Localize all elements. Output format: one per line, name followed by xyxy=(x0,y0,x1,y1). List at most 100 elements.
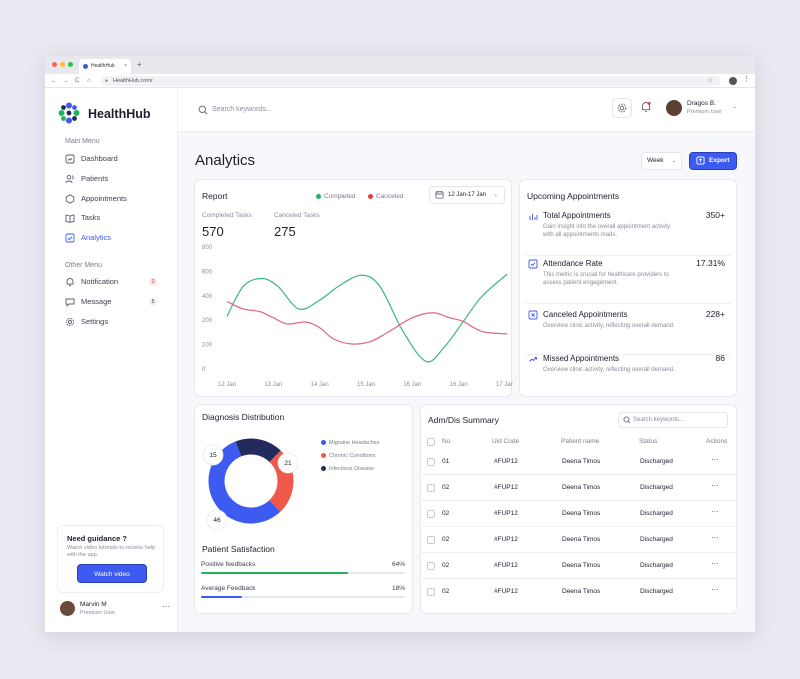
book-icon xyxy=(65,214,75,223)
date-range-select[interactable]: 12 Jan-17 Jan ⌄ xyxy=(429,186,505,204)
satisfaction-title: Patient Satisfaction xyxy=(202,544,275,554)
topbar: Search keywords... Dragos B. Premium Use… xyxy=(178,88,755,132)
sidebar-item-label: Notification xyxy=(81,277,119,286)
row-actions-icon[interactable]: ··· xyxy=(711,559,719,568)
new-tab-icon[interactable]: + xyxy=(137,60,142,69)
upcoming-title: Upcoming Appointments xyxy=(527,191,620,201)
x-tick-label: 15 Jan xyxy=(357,382,375,388)
donut-slice-infectious xyxy=(235,438,281,463)
dashboard-icon xyxy=(65,154,75,164)
minimize-window-dot[interactable] xyxy=(60,62,65,67)
watch-video-button[interactable]: Watch video xyxy=(77,564,147,583)
sidebar-item-notification[interactable]: Notification 3 xyxy=(65,275,165,289)
y-tick-label: 100 xyxy=(202,343,213,349)
admdis-card: Adm/Dis Summary Search keywords... No Ui… xyxy=(420,404,737,614)
sidebar-item-label: Settings xyxy=(81,317,109,326)
bookmark-star-icon[interactable]: ☆ xyxy=(707,78,713,84)
notifications-button[interactable] xyxy=(637,98,657,118)
hexagon-icon xyxy=(65,194,75,204)
cell-no: 02 xyxy=(442,536,450,543)
row-checkbox[interactable] xyxy=(427,510,435,518)
user-role: Premium User xyxy=(80,610,116,616)
select-all-checkbox[interactable] xyxy=(427,438,435,446)
sidebar-item-label: Patients xyxy=(81,174,109,183)
period-select[interactable]: Week ⌄ xyxy=(641,152,682,170)
row-actions-icon[interactable]: ··· xyxy=(711,533,719,542)
search-input[interactable]: Search keywords... xyxy=(198,102,458,118)
browser-profile-avatar[interactable] xyxy=(729,77,737,85)
row-checkbox[interactable] xyxy=(427,484,435,492)
sidebar-item-message[interactable]: Message 5 xyxy=(65,295,165,309)
sidebar-item-tasks[interactable]: Tasks xyxy=(65,211,165,225)
browser-window: HealthHub × + ← → C ⌂ ● HealthHub.com/ ☆… xyxy=(45,56,755,632)
calendar-icon xyxy=(435,190,444,199)
average-feedback-bar xyxy=(201,596,405,598)
table-search-input[interactable]: Search keywords... xyxy=(618,412,728,428)
bell-icon xyxy=(641,101,651,112)
positive-feedback-bar xyxy=(201,572,405,574)
sidebar-item-appointments[interactable]: Appointments xyxy=(65,192,165,206)
row-actions-icon[interactable]: ··· xyxy=(711,507,719,516)
table-row[interactable]: 02 #FUP12 Deena Timos Discharged ··· xyxy=(421,579,736,605)
close-window-dot[interactable] xyxy=(52,62,57,67)
row-checkbox[interactable] xyxy=(427,458,435,466)
users-icon xyxy=(65,174,74,184)
sidebar-item-label: Message xyxy=(81,297,112,306)
sidebar-item-analytics[interactable]: Analytics xyxy=(65,231,165,245)
avatar xyxy=(60,601,75,616)
export-button[interactable]: Export xyxy=(689,152,737,170)
check-square-icon xyxy=(528,259,538,269)
cell-patient-name: Deena Timos xyxy=(562,510,601,517)
legend-migraine: Migraine Headaches xyxy=(321,440,379,446)
sidebar-item-label: Dashboard xyxy=(81,154,118,163)
canceled-tasks-label: Canceled Tasks xyxy=(274,212,320,219)
x-square-icon xyxy=(528,310,538,320)
maximize-window-dot[interactable] xyxy=(68,62,73,67)
sidebar-user[interactable]: Marvin M Premium User ··· xyxy=(60,600,170,620)
sidebar-item-dashboard[interactable]: Dashboard xyxy=(65,152,165,166)
table-row[interactable]: 02 #FUP12 Deena Timos Discharged ··· xyxy=(421,553,736,579)
donut-value-label: 46 xyxy=(213,517,221,524)
trend-icon xyxy=(529,357,537,362)
row-actions-icon[interactable]: ··· xyxy=(711,481,719,490)
back-icon[interactable]: ← xyxy=(51,78,57,84)
y-tick-label: 600 xyxy=(202,269,213,275)
legend-canceled: Canceled xyxy=(368,193,403,200)
cell-status: Discharged xyxy=(640,536,673,543)
user-menu-icon[interactable]: ··· xyxy=(162,602,170,611)
reload-icon[interactable]: C xyxy=(75,78,80,84)
donut-value-bubble xyxy=(277,452,299,474)
cell-patient-name: Deena Timos xyxy=(562,588,601,595)
table-row[interactable]: 02 #FUP12 Deena Timos Discharged ··· xyxy=(421,475,736,501)
positive-feedback-label: Positive feedbacks xyxy=(201,561,256,568)
y-tick-label: 800 xyxy=(202,245,213,251)
row-actions-icon[interactable]: ··· xyxy=(711,455,719,464)
settings-button[interactable] xyxy=(612,98,632,118)
row-checkbox[interactable] xyxy=(427,562,435,570)
sidebar-item-settings[interactable]: Settings xyxy=(65,315,165,329)
forward-icon[interactable]: → xyxy=(63,78,69,84)
table-search-placeholder: Search keywords... xyxy=(633,417,685,423)
diagnosis-card: Diagnosis Distribution 15 21 46 Migraine H… xyxy=(194,404,413,614)
column-header-status: Status xyxy=(639,438,658,445)
notification-badge: 3 xyxy=(149,278,157,286)
other-menu-label: Other Menu xyxy=(65,262,102,269)
cell-uid: #FUP12 xyxy=(494,588,518,595)
url-field[interactable]: ● HealthHub.com/ ☆ xyxy=(101,76,721,86)
cell-patient-name: Deena Timos xyxy=(562,536,601,543)
report-title: Report xyxy=(202,191,228,201)
table-row[interactable]: 02 #FUP12 Deena Timos Discharged ··· xyxy=(421,527,736,553)
browser-tab[interactable]: HealthHub × xyxy=(79,59,131,74)
row-checkbox[interactable] xyxy=(427,536,435,544)
table-row[interactable]: 01 #FUP12 Deena Timos Discharged ··· xyxy=(421,449,736,475)
browser-menu-icon[interactable]: ⋮ xyxy=(743,76,750,83)
close-tab-icon[interactable]: × xyxy=(124,63,127,69)
row-actions-icon[interactable]: ··· xyxy=(711,585,719,594)
table-row[interactable]: 02 #FUP12 Deena Timos Discharged ··· xyxy=(421,501,736,527)
sidebar-item-patients[interactable]: Patients xyxy=(65,172,165,186)
topbar-profile[interactable]: Dragos B. Premium User ⌄ xyxy=(666,99,746,119)
export-label: Export xyxy=(709,157,730,164)
home-icon[interactable]: ⌂ xyxy=(87,78,91,84)
row-checkbox[interactable] xyxy=(427,588,435,596)
main-menu-label: Main Menu xyxy=(65,138,100,145)
